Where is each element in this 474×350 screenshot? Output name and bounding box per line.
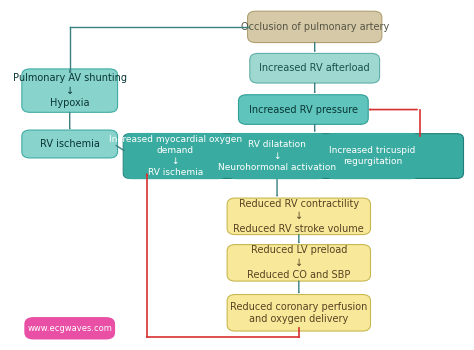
FancyBboxPatch shape	[124, 133, 227, 178]
Text: Increased tricuspid
regurgitation: Increased tricuspid regurgitation	[329, 146, 416, 166]
Text: RV dilatation
↓
Neurohormonal activation: RV dilatation ↓ Neurohormonal activation	[218, 140, 336, 171]
Text: RV ischemia: RV ischemia	[40, 139, 100, 149]
Text: www.ecgwaves.com: www.ecgwaves.com	[27, 324, 112, 333]
Text: Reduced RV contractility
↓
Reduced RV stroke volume: Reduced RV contractility ↓ Reduced RV st…	[234, 199, 364, 234]
Text: Occlusion of pulmonary artery: Occlusion of pulmonary artery	[241, 22, 389, 32]
Text: Reduced coronary perfusion
and oxygen delivery: Reduced coronary perfusion and oxygen de…	[230, 302, 367, 324]
FancyBboxPatch shape	[227, 245, 371, 281]
FancyBboxPatch shape	[250, 54, 380, 83]
FancyBboxPatch shape	[123, 134, 464, 178]
Text: Reduced LV preload
↓
Reduced CO and SBP: Reduced LV preload ↓ Reduced CO and SBP	[247, 245, 350, 280]
FancyBboxPatch shape	[22, 130, 118, 158]
Text: Increased RV pressure: Increased RV pressure	[249, 105, 358, 114]
FancyBboxPatch shape	[238, 95, 368, 124]
FancyBboxPatch shape	[227, 294, 371, 331]
FancyBboxPatch shape	[228, 133, 326, 178]
Text: Pulmonary AV shunting
↓
Hypoxia: Pulmonary AV shunting ↓ Hypoxia	[13, 73, 127, 108]
FancyBboxPatch shape	[24, 317, 115, 340]
FancyBboxPatch shape	[227, 198, 371, 235]
FancyBboxPatch shape	[326, 133, 419, 178]
FancyBboxPatch shape	[22, 69, 118, 112]
Text: Increased myocardial oxygen
demand
↓
RV ischemia: Increased myocardial oxygen demand ↓ RV …	[109, 135, 242, 177]
FancyBboxPatch shape	[247, 11, 382, 43]
Text: Increased RV afterload: Increased RV afterload	[259, 63, 370, 73]
